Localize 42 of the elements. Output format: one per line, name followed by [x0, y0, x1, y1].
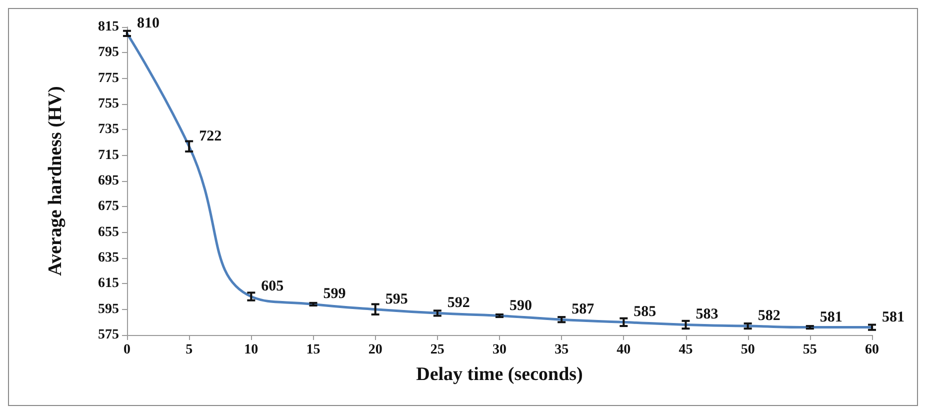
y-tick-label: 675: [98, 199, 119, 214]
y-tick-label: 795: [98, 45, 119, 60]
data-label: 592: [447, 295, 470, 312]
x-tick-label: 0: [124, 342, 130, 358]
data-label: 583: [696, 306, 718, 323]
y-tick-label: 615: [98, 276, 119, 292]
x-axis-title: Delay time (seconds): [416, 364, 583, 385]
data-label: 810: [137, 15, 160, 32]
y-tick-label: 695: [98, 174, 119, 188]
x-tick-label: 60: [865, 342, 879, 358]
y-axis-title: Average hardness (HV): [45, 86, 66, 276]
y-tick-label: 735: [98, 122, 119, 138]
y-tick-label: 595: [98, 302, 119, 317]
data-label: 722: [199, 128, 222, 144]
y-tick-label: 655: [98, 224, 119, 240]
line-series: [126, 32, 874, 329]
y-tick-label: 635: [98, 250, 119, 266]
x-tick-label: 55: [802, 342, 817, 358]
y-tick-label: 815: [98, 20, 119, 34]
x-tick-label: 10: [244, 342, 258, 358]
x-tick-label: 30: [492, 342, 506, 358]
x-tick-label: 40: [616, 342, 631, 358]
x-tick-label: 20: [368, 342, 382, 358]
data-label: 595: [385, 291, 408, 308]
x-tick-label: 25: [430, 342, 444, 358]
data-label: 582: [758, 308, 780, 324]
y-tick-label: 775: [98, 70, 119, 86]
data-label: 605: [261, 278, 284, 294]
x-tick-label: 50: [740, 342, 755, 358]
y-tick-label: 715: [98, 148, 119, 163]
x-tick-label: 5: [186, 342, 193, 358]
data-label: 587: [572, 302, 595, 318]
y-tick-label: 575: [98, 328, 119, 342]
data-label: 590: [510, 298, 532, 314]
x-tick-label: 35: [554, 342, 569, 358]
data-label: 599: [323, 286, 346, 302]
data-label: 585: [634, 304, 656, 320]
data-label: 581: [820, 309, 842, 326]
data-label: 581: [882, 309, 904, 326]
y-tick-label: 755: [98, 96, 119, 112]
x-tick-label: 45: [678, 342, 693, 358]
x-tick-label: 15: [306, 342, 320, 358]
